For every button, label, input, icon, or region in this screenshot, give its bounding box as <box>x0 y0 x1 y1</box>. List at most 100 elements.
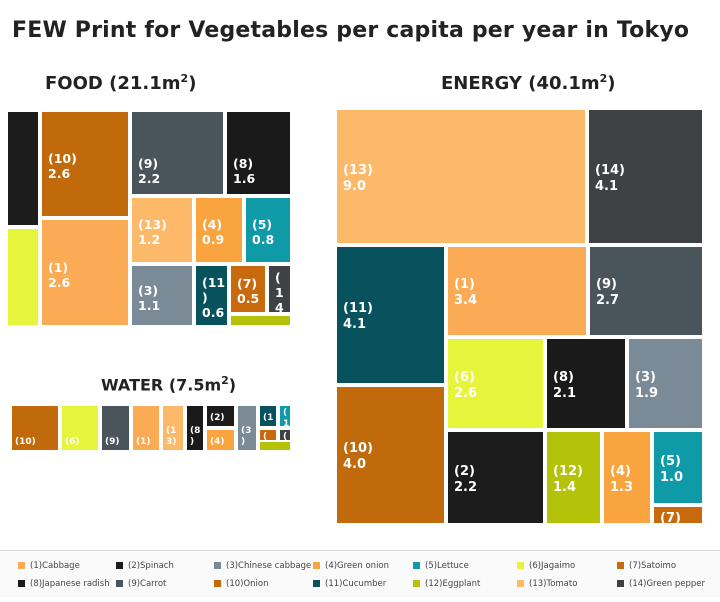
energy-panel-title: ENERGY (40.1m2) <box>441 72 616 94</box>
treemap-cell-label: (1) <box>136 437 151 447</box>
treemap-cell-label: (1) 3.4 <box>454 277 478 308</box>
treemap-cell-label: ( 1 4 <box>275 270 284 314</box>
treemap-cell-label: (6) 2.6 <box>454 369 478 401</box>
legend-item-13: (13)Tomato <box>517 579 577 589</box>
treemap-cell-label: (8 ) <box>190 426 201 447</box>
treemap-cell-1: (1) <box>131 404 161 452</box>
treemap-cell-13: (1 3) <box>161 404 185 452</box>
treemap-cell-label: (13) 9.0 <box>343 162 373 194</box>
treemap-cell-label: (3) 1.1 <box>138 282 161 313</box>
water-close: ) <box>228 375 237 395</box>
legend-swatch <box>517 562 524 569</box>
treemap-cell-11: (11 ) 0.6 <box>194 264 229 327</box>
energy-sup: 2 <box>599 72 608 85</box>
chart-title: FEW Print for Vegetables per capita per … <box>12 18 690 43</box>
treemap-cell-label: (11 ) 0.6 <box>202 275 226 320</box>
treemap-cell-10: (10) 4.0 <box>335 385 446 525</box>
treemap-cell-label: (13) 1.2 <box>138 217 167 247</box>
legend-label: (12)Eggplant <box>425 579 481 589</box>
legend-item-6: (6)Jagaimo <box>517 561 575 571</box>
legend-label: (9)Carrot <box>128 579 167 589</box>
legend-item-11: (11)Cucumber <box>313 579 386 589</box>
treemap-cell-8: (8 ) <box>185 404 205 452</box>
legend-swatch <box>617 580 624 587</box>
legend-label: (7)Satoimo <box>629 561 677 571</box>
treemap-cell-label: (9) <box>105 437 120 447</box>
treemap-cell-label: (7) <box>660 511 681 525</box>
legend-swatch <box>413 562 420 569</box>
legend-item-9: (9)Carrot <box>116 579 166 589</box>
water-value: (7.5m <box>168 375 222 395</box>
legend-label: (4)Green onion <box>325 561 390 571</box>
treemap-cell-11: (11) 4.1 <box>335 245 446 385</box>
food-sup: 2 <box>180 72 189 85</box>
treemap-cell-6 <box>6 227 40 327</box>
legend-label: (2)Spinach <box>128 561 174 571</box>
water-name: WATER <box>101 375 164 395</box>
treemap-cell-10: (10) <box>10 404 60 452</box>
treemap-cell-label: (3 ) <box>241 426 252 447</box>
legend: (1)Cabbage (2)Spinach (3)Chinese cabbage (4… <box>0 550 720 597</box>
legend-swatch <box>313 580 320 587</box>
legend-item-10: (10)Onion <box>214 579 268 589</box>
treemap-cell-label: (2) <box>210 413 225 423</box>
treemap-cell-13: (13) 1.2 <box>130 196 194 264</box>
treemap-cell-14: (14) 4.1 <box>587 108 704 245</box>
treemap-cell-13: (13) 9.0 <box>335 108 587 245</box>
treemap-cell-3: (3) 1.9 <box>627 337 704 430</box>
treemap-cell-label: (1 3) <box>166 426 177 447</box>
treemap-cell-12 <box>258 440 292 452</box>
treemap-cell-12 <box>229 314 292 327</box>
water-sup: 2 <box>221 374 229 387</box>
treemap-cell-9: (9) 2.2 <box>130 110 225 196</box>
food-value: (21.1m <box>109 73 181 94</box>
legend-swatch <box>517 580 524 587</box>
treemap-cell-3: (3 ) <box>236 404 258 452</box>
legend-item-2: (2)Spinach <box>116 561 174 571</box>
treemap-cell-8: (8) 1.6 <box>225 110 292 196</box>
legend-item-4: (4)Green onion <box>313 561 389 571</box>
treemap-cell-2: (2) 2.2 <box>446 430 545 525</box>
energy-close: ) <box>607 73 616 94</box>
food-name: FOOD <box>45 73 103 94</box>
treemap-cell-6: (6) 2.6 <box>446 337 545 430</box>
treemap-cell-label: (14) 4.1 <box>595 162 625 194</box>
legend-swatch <box>214 562 221 569</box>
treemap-cell-label: ( 1 <box>283 408 290 428</box>
treemap-cell-label: (3) 1.9 <box>635 369 659 401</box>
legend-label: (3)Chinese cabbage <box>226 561 312 571</box>
treemap-cell-label: (8) 2.1 <box>553 369 577 401</box>
treemap-cell-label: (2) 2.2 <box>454 463 478 495</box>
treemap-cell-label: (8) 1.6 <box>233 156 256 186</box>
treemap-cell-label: (5) 1.0 <box>660 453 684 485</box>
legend-label: (10)Onion <box>226 579 269 589</box>
treemap-cell-label: (4) <box>210 437 225 447</box>
legend-label: (13)Tomato <box>529 579 578 589</box>
legend-swatch <box>116 562 123 569</box>
treemap-cell-12: (12) 1.4 <box>545 430 602 525</box>
treemap-cell-9: (9) <box>100 404 131 452</box>
treemap-cell-3: (3) 1.1 <box>130 264 194 327</box>
treemap-cell-label: (7) 0.5 <box>237 276 260 306</box>
treemap-cell-label: (5) 0.8 <box>252 217 275 247</box>
treemap-cell-7: (7) <box>652 505 704 525</box>
treemap-cell-6: (6) <box>60 404 100 452</box>
treemap-cell-label: (11) 4.1 <box>343 301 373 332</box>
treemap-cell-4: (4) 1.3 <box>602 430 652 525</box>
legend-swatch <box>313 562 320 569</box>
treemap-cell-7: (7) 0.5 <box>229 264 267 314</box>
legend-swatch <box>617 562 624 569</box>
treemap-cell-4: (4) <box>205 428 236 452</box>
food-close: ) <box>188 73 197 94</box>
treemap-cell-2: (2) <box>205 404 236 428</box>
legend-item-7: (7)Satoimo <box>617 561 676 571</box>
legend-item-8: (8)Japanese radish <box>18 579 110 589</box>
treemap-cell-8: (8) 2.1 <box>545 337 627 430</box>
energy-name: ENERGY <box>441 73 522 94</box>
legend-item-5: (5)Lettuce <box>413 561 469 571</box>
treemap-cell-1: (1) 3.4 <box>446 245 588 337</box>
legend-swatch <box>413 580 420 587</box>
treemap-cell-label: (4) 0.9 <box>202 217 225 247</box>
legend-item-14: (14)Green pepper <box>617 579 705 589</box>
treemap-cell-label: (9) 2.2 <box>138 156 161 186</box>
